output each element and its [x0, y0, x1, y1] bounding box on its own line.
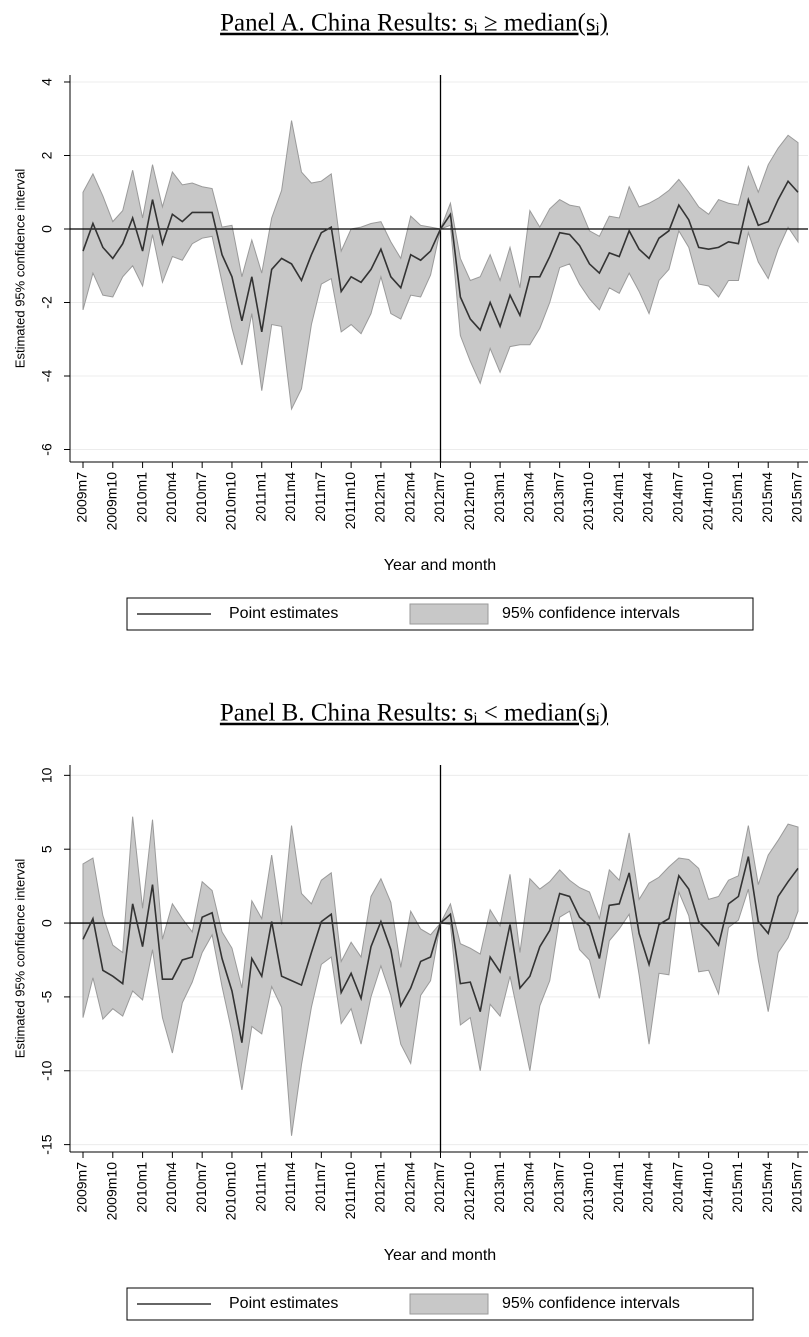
x-tick-label: 2011m7: [312, 1162, 328, 1212]
x-tick-label: 2009m10: [103, 1162, 119, 1221]
x-tick-label: 2015m7: [789, 472, 805, 523]
x-tick-label: 2010m7: [193, 472, 209, 523]
x-tick-label: 2013m1: [491, 1162, 507, 1213]
x-tick-label: 2010m7: [193, 1162, 209, 1213]
y-tick-label: 5: [39, 845, 55, 853]
x-tick-label: 2010m1: [133, 472, 149, 523]
x-tick-label: 2012m7: [431, 1162, 447, 1213]
x-tick-label: 2013m10: [580, 472, 596, 531]
x-axis-title: Year and month: [384, 1247, 496, 1264]
y-tick-label: -5: [39, 990, 55, 1003]
x-tick-label: 2014m7: [670, 472, 686, 523]
x-tick-label: 2009m7: [74, 472, 90, 523]
legend-label: 95% confidence intervals: [502, 605, 680, 622]
x-tick-label: 2013m7: [550, 472, 566, 523]
x-tick-label: 2015m7: [789, 1162, 805, 1213]
x-tick-label: 2011m1: [252, 1162, 268, 1212]
y-tick-label: -10: [39, 1060, 55, 1080]
x-axis-title: Year and month: [384, 557, 496, 574]
x-tick-label: 2014m10: [699, 472, 715, 531]
x-tick-label: 2015m1: [729, 1162, 745, 1213]
x-tick-label: 2011m4: [282, 472, 298, 522]
legend-label: 95% confidence intervals: [502, 1295, 680, 1312]
chart-title: Panel A. China Results: sᵢ ≥ median(sᵢ): [220, 10, 608, 37]
legend-swatch: [409, 603, 489, 625]
y-tick-label: 0: [39, 225, 55, 233]
x-tick-label: 2014m1: [610, 472, 626, 523]
y-tick-label: -4: [39, 370, 55, 383]
point-estimate-line: [82, 179, 799, 333]
x-tick-label: 2014m4: [640, 472, 656, 523]
y-tick-label: 0: [39, 919, 55, 927]
x-tick-label: 2012m4: [401, 1162, 417, 1213]
confidence-band: [82, 816, 799, 1136]
y-axis-title: Estimated 95% confidence interval: [12, 169, 27, 369]
x-tick-label: 2013m4: [521, 472, 537, 523]
x-tick-label: 2013m1: [491, 472, 507, 523]
x-tick-label: 2015m4: [759, 472, 775, 523]
chart-title: Panel B. China Results: sᵢ < median(sᵢ): [220, 700, 608, 727]
x-tick-label: 2012m4: [401, 472, 417, 523]
x-tick-label: 2013m4: [521, 1162, 537, 1213]
x-tick-label: 2015m4: [759, 1162, 775, 1213]
y-tick-label: 4: [39, 78, 55, 86]
x-tick-label: 2014m10: [699, 1162, 715, 1221]
x-tick-label: 2014m4: [640, 1162, 656, 1213]
legend-label: Point estimates: [229, 605, 338, 622]
confidence-band: [82, 120, 799, 411]
x-tick-label: 2010m10: [223, 1162, 239, 1221]
x-tick-label: 2010m4: [163, 1162, 179, 1213]
point-estimate-line: [82, 856, 799, 1043]
x-tick-label: 2011m1: [252, 472, 268, 522]
x-tick-label: 2010m4: [163, 472, 179, 523]
x-tick-label: 2012m10: [461, 472, 477, 531]
legend-label: Point estimates: [229, 1295, 338, 1312]
x-tick-label: 2013m10: [580, 1162, 596, 1221]
x-tick-label: 2011m10: [342, 472, 358, 530]
y-tick-label: -15: [39, 1134, 55, 1154]
y-axis-title: Estimated 95% confidence interval: [12, 859, 27, 1059]
x-tick-label: 2011m7: [312, 472, 328, 522]
x-tick-label: 2010m10: [223, 472, 239, 531]
x-tick-label: 2010m1: [133, 1162, 149, 1213]
x-tick-label: 2013m7: [550, 1162, 566, 1213]
x-tick-label: 2009m10: [103, 472, 119, 531]
y-tick-label: 2: [39, 151, 55, 159]
y-tick-label: -2: [39, 296, 55, 309]
x-tick-label: 2012m7: [431, 472, 447, 523]
x-tick-label: 2009m7: [74, 1162, 90, 1213]
x-tick-label: 2012m1: [372, 472, 388, 523]
y-tick-label: -6: [39, 443, 55, 456]
y-tick-label: 10: [39, 767, 55, 783]
x-tick-label: 2011m4: [282, 1162, 298, 1212]
legend-swatch: [409, 1293, 489, 1315]
x-tick-label: 2011m10: [342, 1162, 358, 1220]
x-tick-label: 2012m1: [372, 1162, 388, 1213]
x-tick-label: 2014m7: [670, 1162, 686, 1213]
x-tick-label: 2012m10: [461, 1162, 477, 1221]
x-tick-label: 2015m1: [729, 472, 745, 523]
x-tick-label: 2014m1: [610, 1162, 626, 1213]
